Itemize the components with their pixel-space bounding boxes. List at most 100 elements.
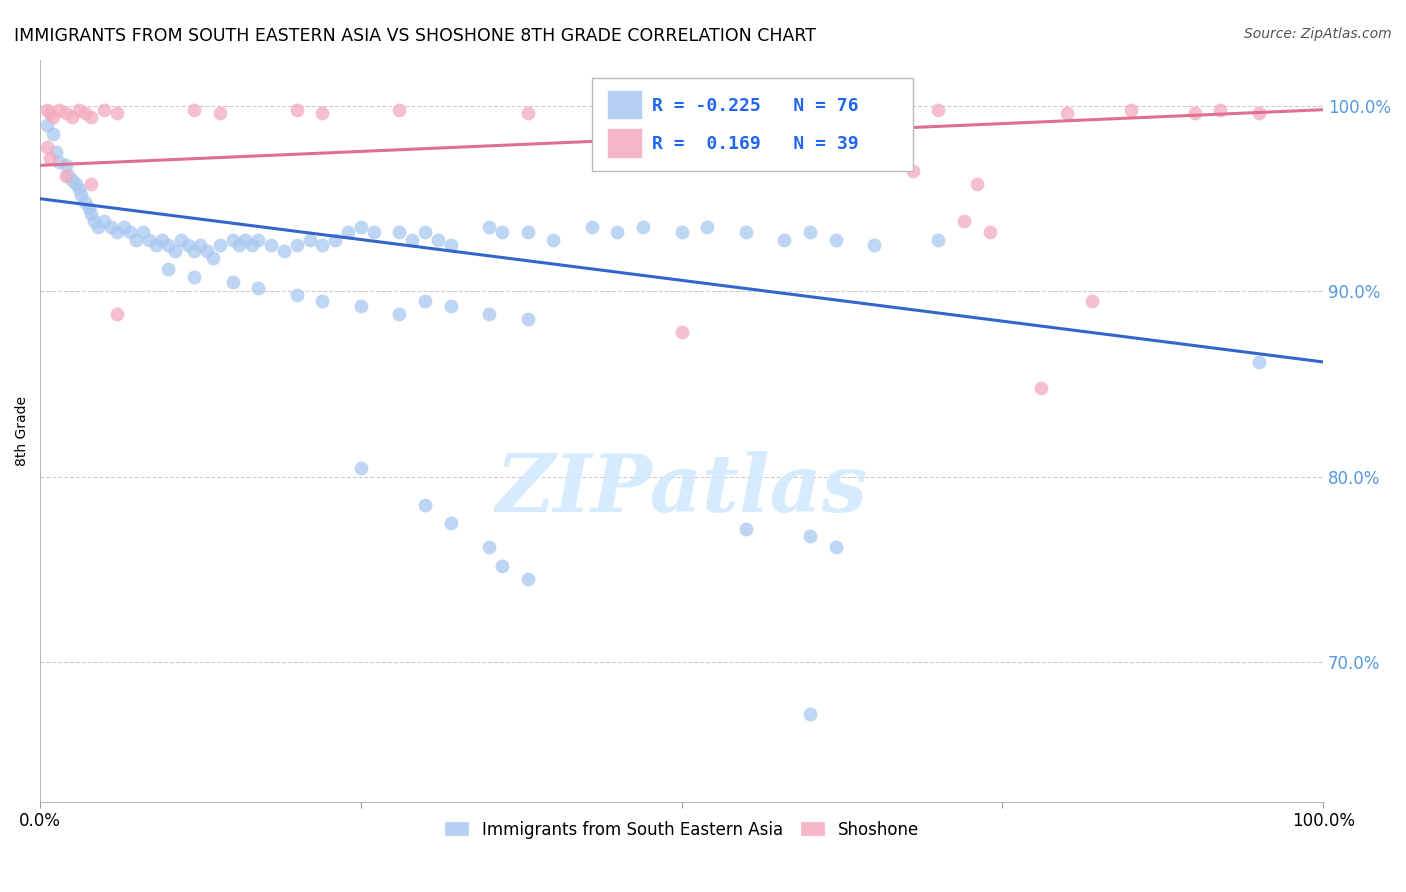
Point xyxy=(105,225,128,239)
Point xyxy=(901,164,924,178)
Point xyxy=(240,238,263,252)
Legend: Immigrants from South Eastern Asia, Shoshone: Immigrants from South Eastern Asia, Shos… xyxy=(437,814,927,846)
Point xyxy=(83,214,105,228)
Point xyxy=(824,106,846,120)
Point xyxy=(39,106,62,120)
Point xyxy=(77,201,100,215)
Point xyxy=(1056,106,1078,120)
Point xyxy=(60,110,83,124)
Point xyxy=(311,293,333,308)
Point xyxy=(927,103,949,117)
Point xyxy=(631,219,654,234)
Point xyxy=(1247,106,1270,120)
Point xyxy=(1184,106,1206,120)
Point xyxy=(863,238,886,252)
Point xyxy=(1247,355,1270,369)
Point xyxy=(150,233,173,247)
Point xyxy=(388,103,411,117)
Point xyxy=(183,244,205,258)
Point xyxy=(388,225,411,239)
Point xyxy=(799,707,821,722)
Point xyxy=(478,219,501,234)
Point xyxy=(170,233,193,247)
Point xyxy=(190,238,212,252)
Point xyxy=(516,312,538,326)
Point xyxy=(388,307,411,321)
Point xyxy=(67,182,90,196)
Point xyxy=(247,233,270,247)
Point xyxy=(55,158,77,172)
Point xyxy=(93,214,115,228)
Point xyxy=(105,106,128,120)
Point xyxy=(183,269,205,284)
Point xyxy=(543,233,565,247)
Point xyxy=(311,238,333,252)
Point xyxy=(157,262,180,277)
Point xyxy=(118,225,141,239)
Point xyxy=(35,103,58,117)
Point xyxy=(734,225,756,239)
Point xyxy=(112,219,135,234)
Point xyxy=(273,244,295,258)
Point xyxy=(100,219,122,234)
Point xyxy=(183,103,205,117)
Point xyxy=(202,251,225,265)
FancyBboxPatch shape xyxy=(592,78,912,171)
Point xyxy=(176,238,198,252)
Point xyxy=(221,233,243,247)
Point xyxy=(73,106,96,120)
Point xyxy=(401,233,423,247)
Point xyxy=(516,225,538,239)
Point xyxy=(35,140,58,154)
Point xyxy=(799,103,821,117)
Point xyxy=(413,498,436,512)
Point xyxy=(42,110,65,124)
Point xyxy=(671,225,693,239)
Point xyxy=(48,103,70,117)
Text: IMMIGRANTS FROM SOUTH EASTERN ASIA VS SHOSHONE 8TH GRADE CORRELATION CHART: IMMIGRANTS FROM SOUTH EASTERN ASIA VS SH… xyxy=(14,27,815,45)
Point xyxy=(478,307,501,321)
Point xyxy=(478,541,501,555)
Point xyxy=(606,225,628,239)
Point xyxy=(440,299,463,313)
Point xyxy=(581,219,603,234)
Point xyxy=(105,307,128,321)
Point xyxy=(157,238,180,252)
Point xyxy=(55,169,77,184)
Point xyxy=(125,233,148,247)
FancyBboxPatch shape xyxy=(607,89,643,120)
Point xyxy=(93,103,115,117)
Point xyxy=(55,106,77,120)
Text: R =  0.169   N = 39: R = 0.169 N = 39 xyxy=(652,136,859,153)
Point xyxy=(966,177,988,191)
Point xyxy=(73,195,96,210)
Point xyxy=(235,233,257,247)
Point xyxy=(350,299,373,313)
Point xyxy=(80,206,103,220)
Point xyxy=(773,233,796,247)
Point xyxy=(87,219,110,234)
Y-axis label: 8th Grade: 8th Grade xyxy=(15,395,30,466)
Point xyxy=(1081,293,1104,308)
Point xyxy=(1209,103,1232,117)
Point xyxy=(138,233,160,247)
Point xyxy=(927,233,949,247)
Text: ZIPatlas: ZIPatlas xyxy=(495,451,868,529)
Point xyxy=(285,288,308,302)
Point xyxy=(350,219,373,234)
Point xyxy=(953,214,976,228)
Point xyxy=(285,103,308,117)
Point xyxy=(298,233,321,247)
Point xyxy=(60,173,83,187)
Point xyxy=(413,293,436,308)
Point xyxy=(260,238,283,252)
Point xyxy=(491,559,513,574)
Text: R = -0.225   N = 76: R = -0.225 N = 76 xyxy=(652,96,859,115)
Point xyxy=(1029,381,1052,395)
Point xyxy=(516,572,538,586)
Point xyxy=(824,233,846,247)
Point xyxy=(80,110,103,124)
Point xyxy=(323,233,346,247)
Point xyxy=(1119,103,1142,117)
Point xyxy=(440,516,463,531)
